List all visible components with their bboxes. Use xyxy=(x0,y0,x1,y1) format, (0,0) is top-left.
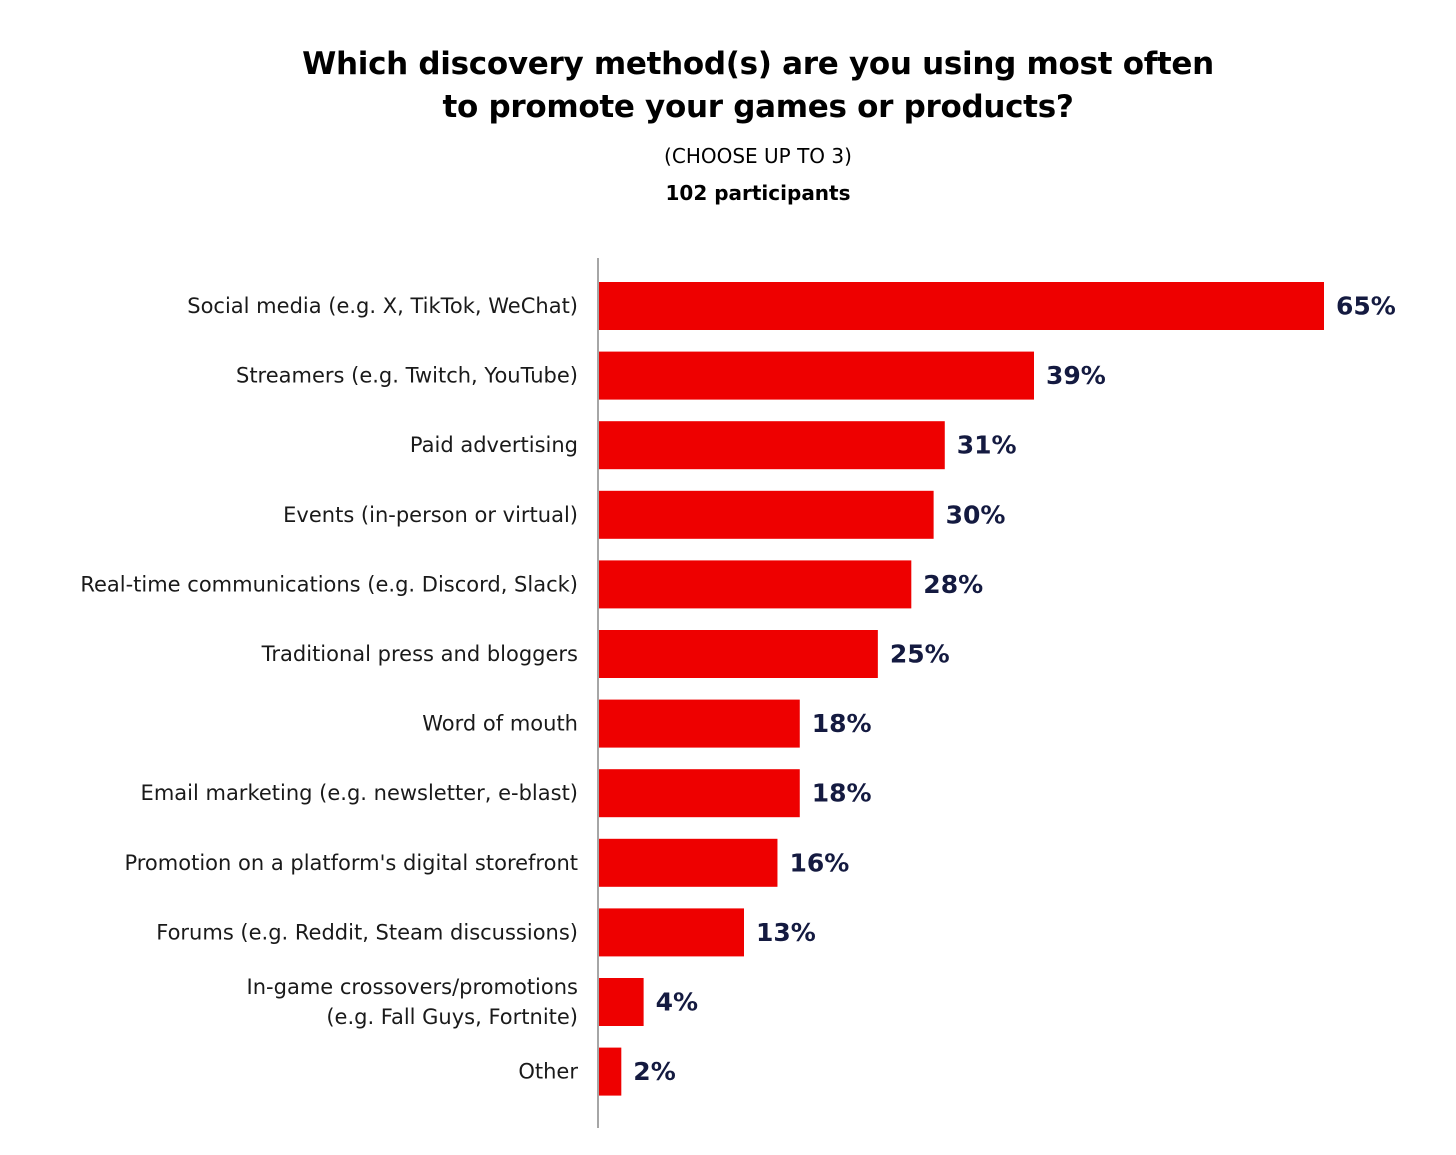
value-label: 28% xyxy=(923,570,983,599)
bars-group xyxy=(599,282,1324,1096)
category-labels-group: Social media (e.g. X, TikTok, WeChat) Str… xyxy=(80,294,578,1084)
category-label: Word of mouth xyxy=(422,712,578,736)
chart-subtitle: (CHOOSE UP TO 3) xyxy=(664,144,852,168)
bar xyxy=(599,769,800,818)
bar xyxy=(599,282,1324,330)
value-label: 31% xyxy=(957,431,1017,460)
category-label: Real-time communications (e.g. Discord, … xyxy=(80,572,578,596)
value-labels-group: 65% 39% 31% 30% 28% 25% 18% 18% 16% 13% 4% 2% xyxy=(633,292,1396,1087)
bar xyxy=(599,1047,622,1096)
category-label: Other xyxy=(518,1060,578,1084)
category-label: Traditional press and bloggers xyxy=(261,642,578,666)
chart-title-line-2: to promote your games or products? xyxy=(442,89,1074,125)
value-label: 18% xyxy=(812,779,872,808)
bar xyxy=(599,838,778,887)
value-label: 13% xyxy=(756,918,816,947)
value-label: 16% xyxy=(789,848,849,877)
category-label: In-game crossovers/promotions xyxy=(247,975,578,999)
bar xyxy=(599,421,945,470)
value-label: 18% xyxy=(812,709,872,738)
category-label: Events (in-person or virtual) xyxy=(283,503,578,527)
value-label: 30% xyxy=(946,500,1006,529)
bar xyxy=(599,630,878,678)
category-label: Forums (e.g. Reddit, Steam discussions) xyxy=(156,920,578,944)
category-label: Paid advertising xyxy=(410,433,578,457)
value-label: 39% xyxy=(1046,361,1106,390)
participants-count: 102 participants xyxy=(665,181,851,205)
bar xyxy=(599,351,1034,400)
bar xyxy=(599,490,934,539)
chart-title-line-1: Which discovery method(s) are you using … xyxy=(302,46,1214,82)
bar xyxy=(599,978,644,1026)
bar xyxy=(599,699,800,748)
value-label: 4% xyxy=(656,988,698,1017)
category-label: Streamers (e.g. Twitch, YouTube) xyxy=(236,364,578,388)
value-label: 65% xyxy=(1336,292,1396,321)
category-label: (e.g. Fall Guys, Fortnite) xyxy=(326,1005,578,1029)
category-label: Promotion on a platform's digital storef… xyxy=(124,851,578,875)
category-label: Email marketing (e.g. newsletter, e-blas… xyxy=(141,781,578,805)
bar xyxy=(599,908,744,957)
category-label: Social media (e.g. X, TikTok, WeChat) xyxy=(187,294,578,318)
value-label: 2% xyxy=(633,1057,675,1086)
value-label: 25% xyxy=(890,640,950,669)
bar xyxy=(599,560,912,609)
